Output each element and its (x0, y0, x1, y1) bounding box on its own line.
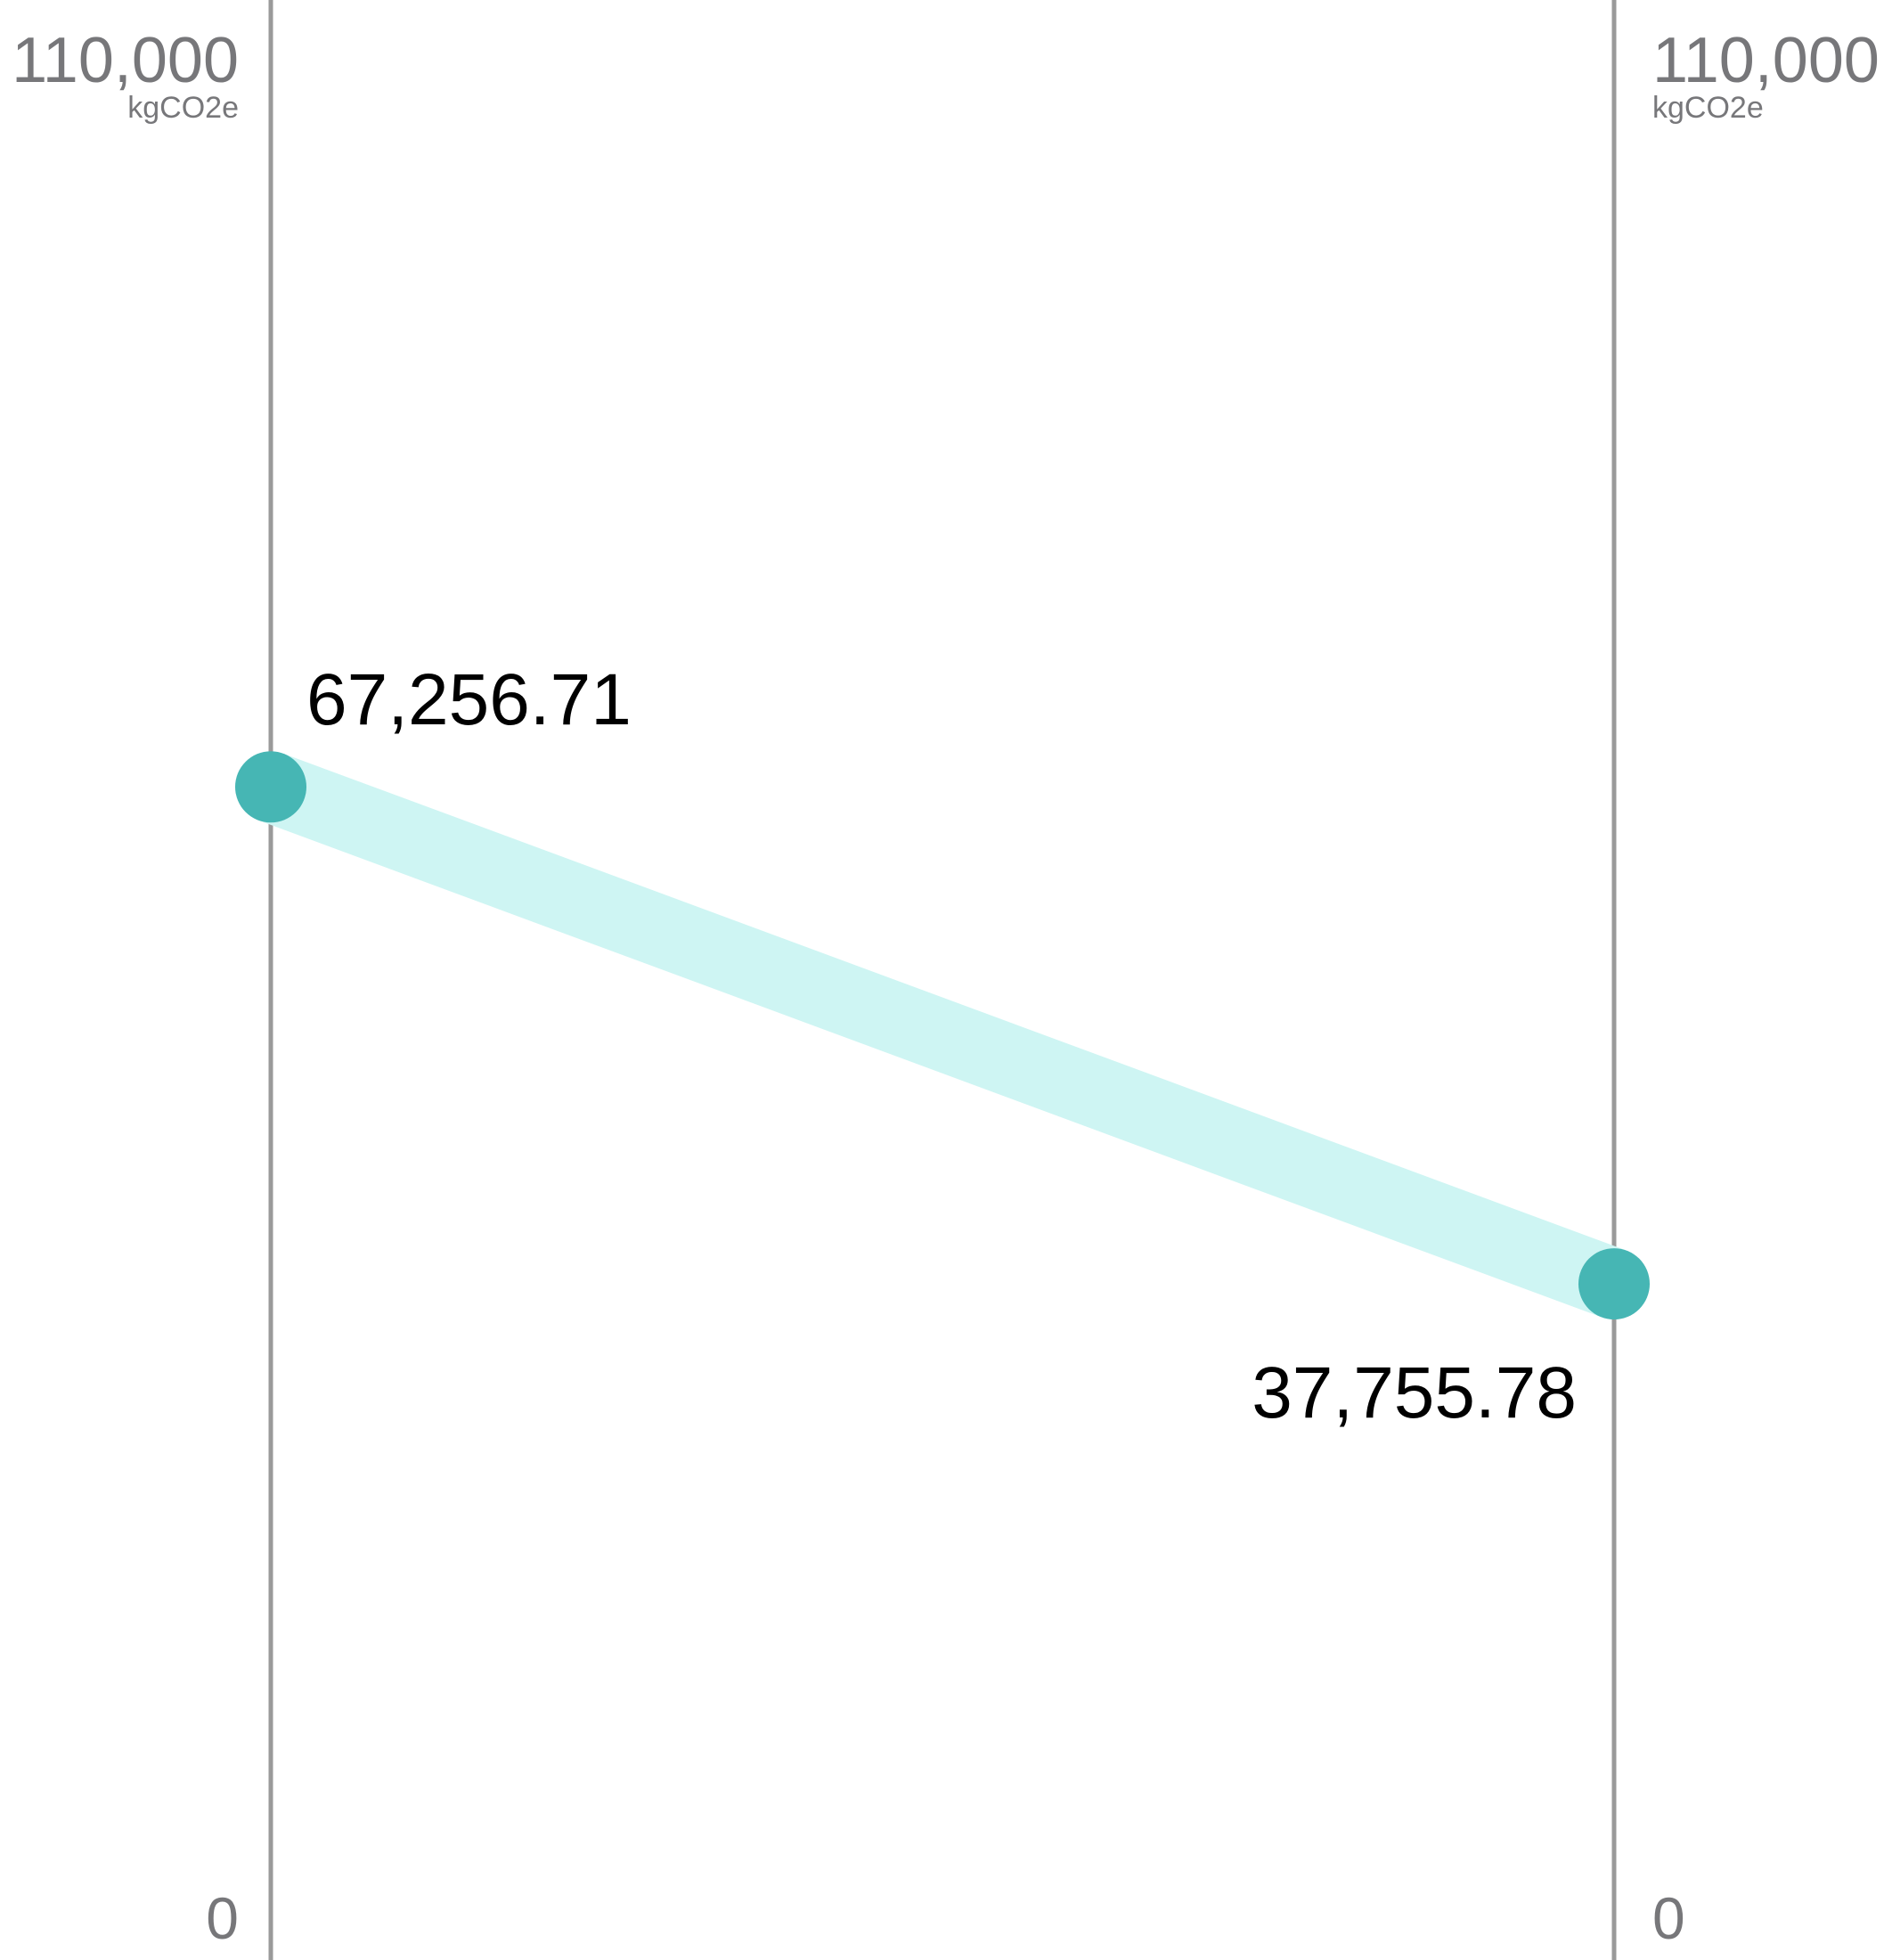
left-axis-min-label: 0 (206, 1885, 239, 1951)
right-axis-min-label: 0 (1652, 1885, 1685, 1951)
right-axis-unit-label: kgCO2e (1652, 91, 1764, 125)
right-axis-max-label: 110,000 (1652, 25, 1880, 96)
data-point-end[interactable] (1578, 1248, 1650, 1320)
data-label-start: 67,256.71 (306, 659, 632, 740)
series-band (258, 753, 1627, 1318)
data-point-start[interactable] (235, 751, 306, 823)
left-axis-max-label: 110,000 (12, 25, 239, 96)
left-axis-unit-label: kgCO2e (127, 91, 239, 125)
data-label-end: 37,755.78 (1252, 1352, 1577, 1433)
